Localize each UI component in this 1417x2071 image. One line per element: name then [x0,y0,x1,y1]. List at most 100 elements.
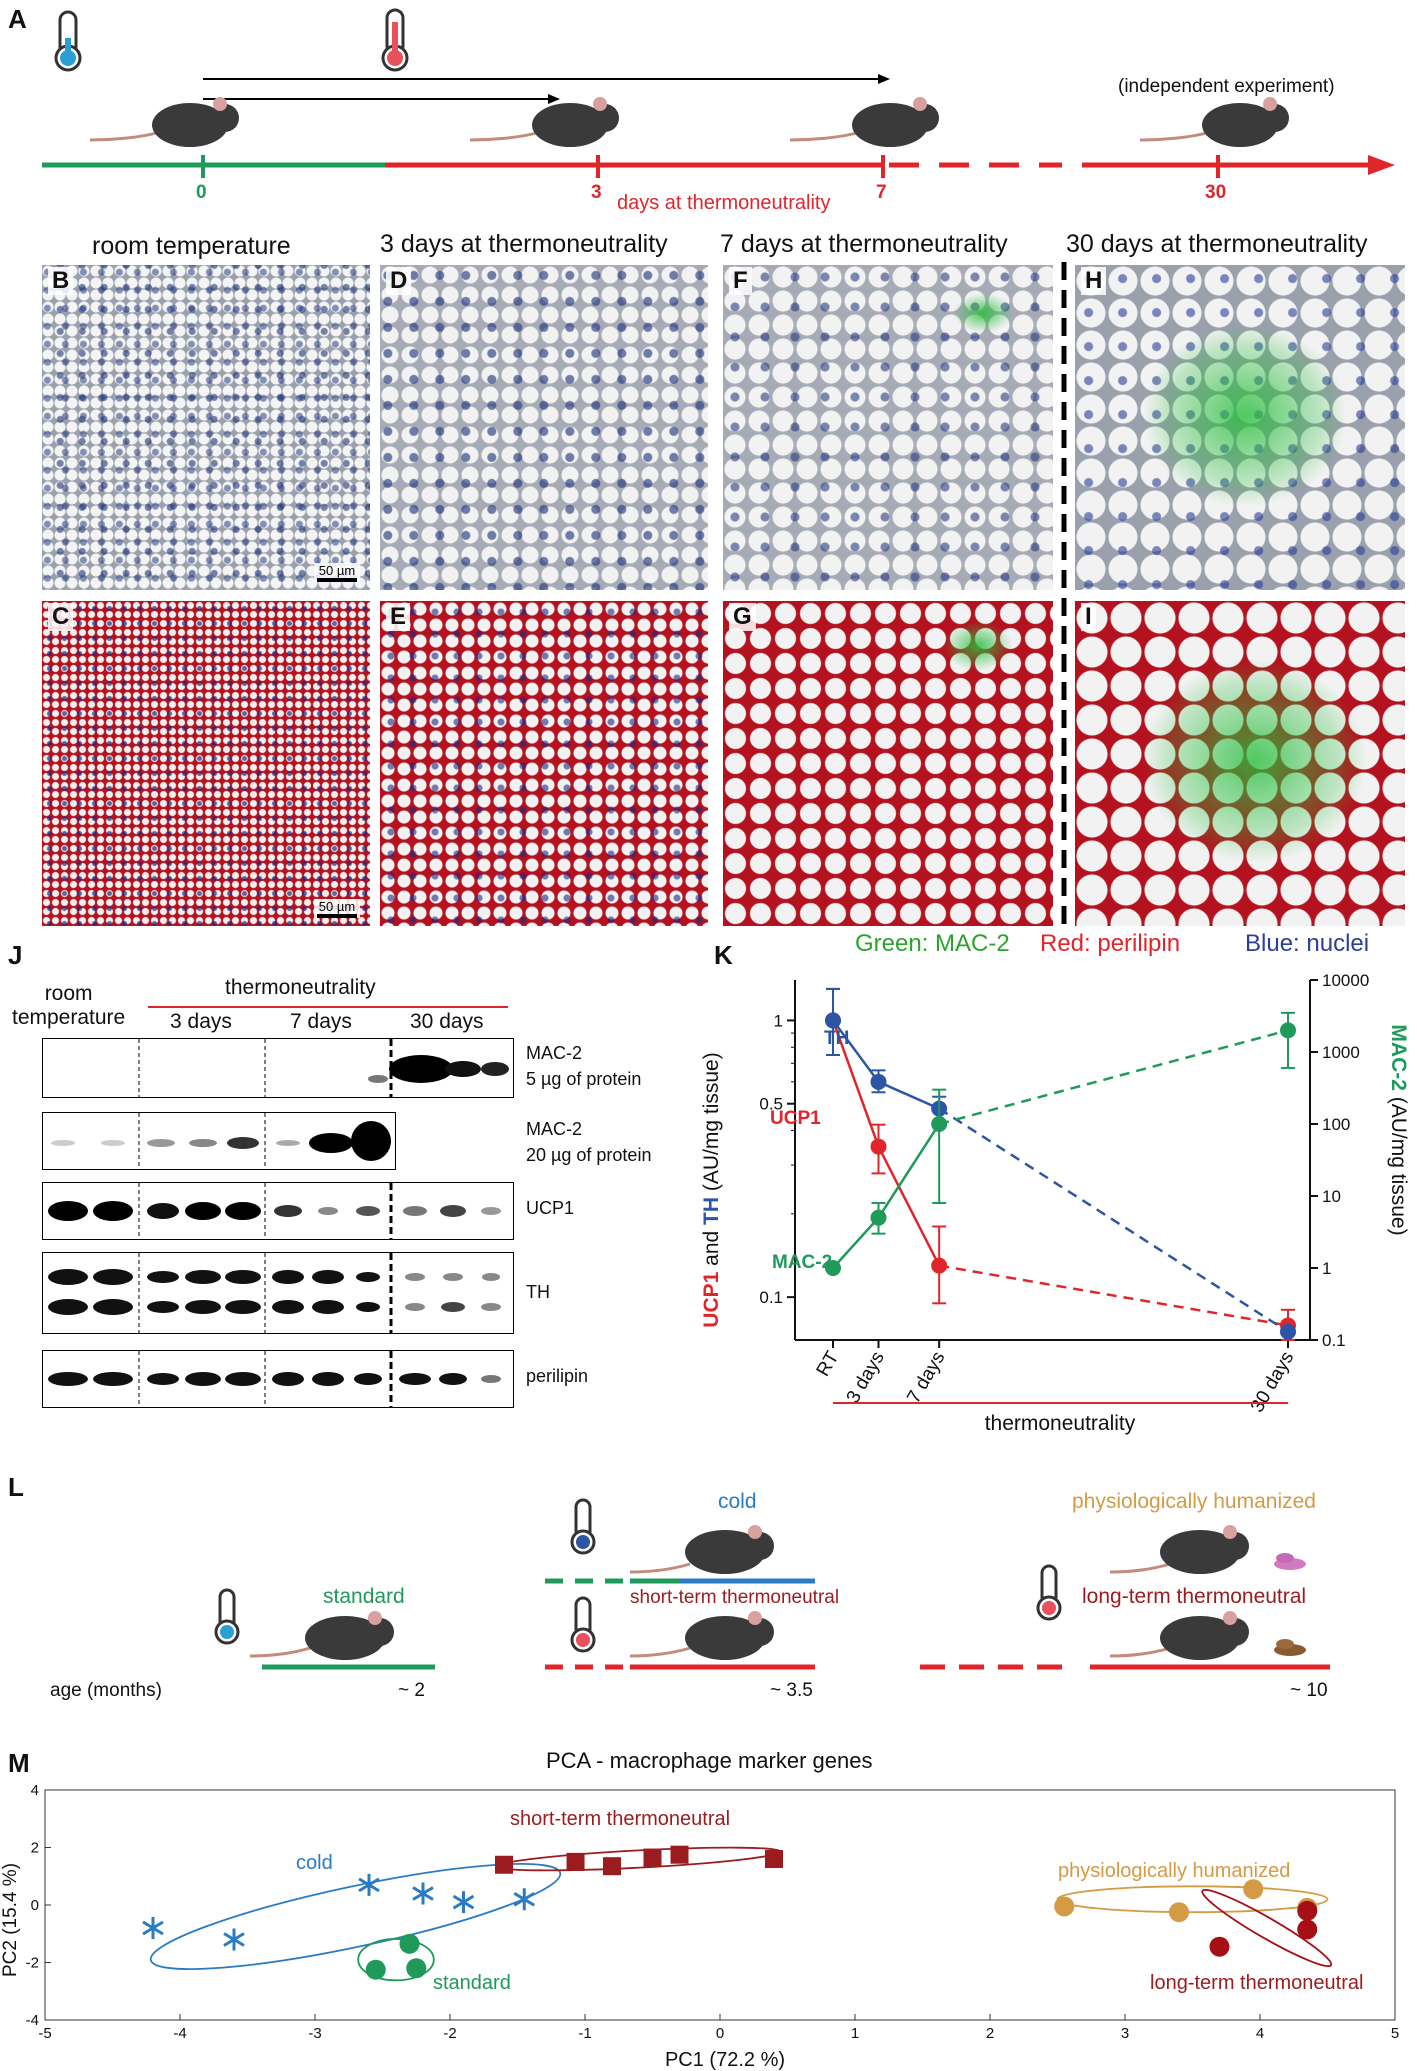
panel-label-k: K [714,940,733,970]
chart-m-ellipse [1201,1888,1333,1968]
chart-m-point [223,1928,245,1951]
chart-m-point [412,1882,434,1905]
chart-k-right-tick-label: 1 [1322,1259,1331,1278]
blot-label-mac2-5ug: MAC-2 5 µg of protein [526,1043,642,1089]
pca-label-humanized: physiologically humanized [1058,1860,1291,1882]
chart-m-point [1209,1936,1230,1957]
panel-label-a: A [8,4,27,34]
chart-k-point-mac-2 [931,1116,948,1132]
ylabel-right-unit-part: (AU/mg tissue) [1387,1091,1410,1236]
chart-m-point [452,1891,475,1914]
heading-room-temperature: room temperature [92,232,291,260]
chart-m-point [358,1873,380,1896]
chart-k-bottom-label: thermoneutrality [985,1412,1136,1435]
chart-m-ellipse [1056,1885,1329,1914]
micrograph-g: G [723,601,1053,926]
chart-m-x-tick-label: -5 [38,2025,51,2042]
chart-m-point [643,1848,662,1867]
timeline-diagram [42,8,1395,178]
pca-label-long-term: long-term thermoneutral [1150,1972,1364,1994]
age-long-term: ~ 10 [1290,1680,1328,1701]
chart-m-x-tick-label: 1 [851,2025,859,2042]
chart-m-ellipse [149,1863,562,1970]
blot-group-7days: 7 days [290,1010,352,1033]
mouse-icon [629,1525,774,1574]
chart-k-series-label-mac2: MAC-2 [772,1252,832,1273]
micrograph-c: C 50 µm [42,601,370,926]
blot-ucp1 [42,1182,514,1240]
chart-k-point-mac-2 [1280,1022,1296,1039]
panel-label-j: J [8,940,23,970]
chart-k-line-ucp1 [831,1020,941,1267]
timeline-tick-3: 3 [591,182,602,203]
timeline-tick-7: 7 [876,182,887,203]
pca-ylabel: PC2 (15.4 %) [0,1863,21,1977]
micrograph-i: I [1075,601,1405,926]
chart-k-series-label-ucp1: UCP1 [770,1108,821,1129]
chart-m-point [365,1959,386,1980]
chart-k-left-axis-label: UCP1 and TH (AU/mg tissue) [700,1052,723,1327]
chart-m-y-tick-label: -2 [26,1955,39,1972]
legend-blue: Blue: nuclei [1245,930,1370,957]
blot-header-thermo: thermoneutrality [225,976,376,999]
panel-label-g: G [729,603,756,631]
chart-k-dashed-mac-2 [938,1029,1289,1126]
micrograph-b: B 50 µm [42,265,370,590]
panel-label-e: E [386,603,411,631]
chart-m-x-tick-label: 5 [1391,2025,1399,2042]
chart-m-point [1169,1902,1189,1923]
chart-m-point [765,1850,783,1868]
micrograph-h: H [1075,265,1405,590]
chart-m-x-tick-label: -2 [443,2025,456,2042]
chart-k-dashed-ucp1 [938,1264,1289,1327]
chart-k-right-tick-label: 10000 [1322,971,1369,990]
chart-m-y-tick-label: 4 [31,1782,39,1799]
chart-m-x-tick-label: -1 [578,2025,591,2042]
blot-mac2-20ug [42,1112,396,1170]
chart-m-point [399,1933,420,1954]
independent-experiment-note: (independent experiment) [1118,76,1335,97]
mouse-icon [89,97,239,147]
chart-m-x-tick-label: 0 [716,2025,724,2042]
chart-m-x-tick-label: -4 [173,2025,186,2042]
panel-label-i: I [1081,603,1096,631]
heading-30-days: 30 days at thermoneutrality [1066,230,1368,258]
blot-label-th: TH [526,1282,550,1302]
blot-label-ucp1: UCP1 [526,1198,575,1218]
micrograph-f: F [723,265,1053,590]
mouse-icon [1109,1525,1249,1574]
pca-label-cold: cold [296,1852,333,1874]
blot-perilipin [42,1350,514,1408]
age-standard: ~ 2 [398,1680,425,1701]
group-label-short-term: short-term thermoneutral [630,1587,840,1608]
chart-m-point [142,1917,164,1939]
chart-k-right-axis-label: MAC-2 (AU/mg tissue) [1387,1024,1410,1235]
ylabel-th-part: TH [700,1197,723,1225]
panel-label-m: M [8,1748,30,1778]
chart-m-y-tick-label: 0 [31,1897,39,1914]
pca-label-standard: standard [433,1972,511,1994]
pca-xlabel: PC1 (72.2 %) [665,2049,785,2071]
chart-m-point [513,1888,536,1911]
chart-m-x-tick-label: 4 [1256,2025,1264,2042]
timeline-tick-30: 30 [1205,182,1227,203]
chart-m-point [495,1855,513,1874]
age-axis-label: age (months) [50,1680,162,1701]
chart-k-point-th [870,1073,887,1090]
chart-m-x-tick-label: 3 [1121,2025,1129,2042]
chart-m-x-tick-label: 2 [986,2025,994,2042]
chart-k-left-tick-label: 1 [774,1011,783,1030]
thermometer-cold-icon [214,1588,240,1645]
micrograph-d: D [380,265,708,590]
chart-k-right-tick-label: 1000 [1322,1043,1360,1062]
food-icon [1274,1639,1306,1656]
age-short-term: ~ 3.5 [770,1680,813,1701]
pca-title: PCA - macrophage marker genes [546,1748,873,1773]
group-label-long-term: long-term thermoneutral [1082,1585,1307,1608]
chart-k-point-th [1280,1323,1296,1340]
chart-k-x-tick-label: 30 days [1247,1348,1298,1416]
mouse-icon [789,97,939,147]
chart-m-point [670,1845,689,1864]
mouse-icon [469,97,619,147]
